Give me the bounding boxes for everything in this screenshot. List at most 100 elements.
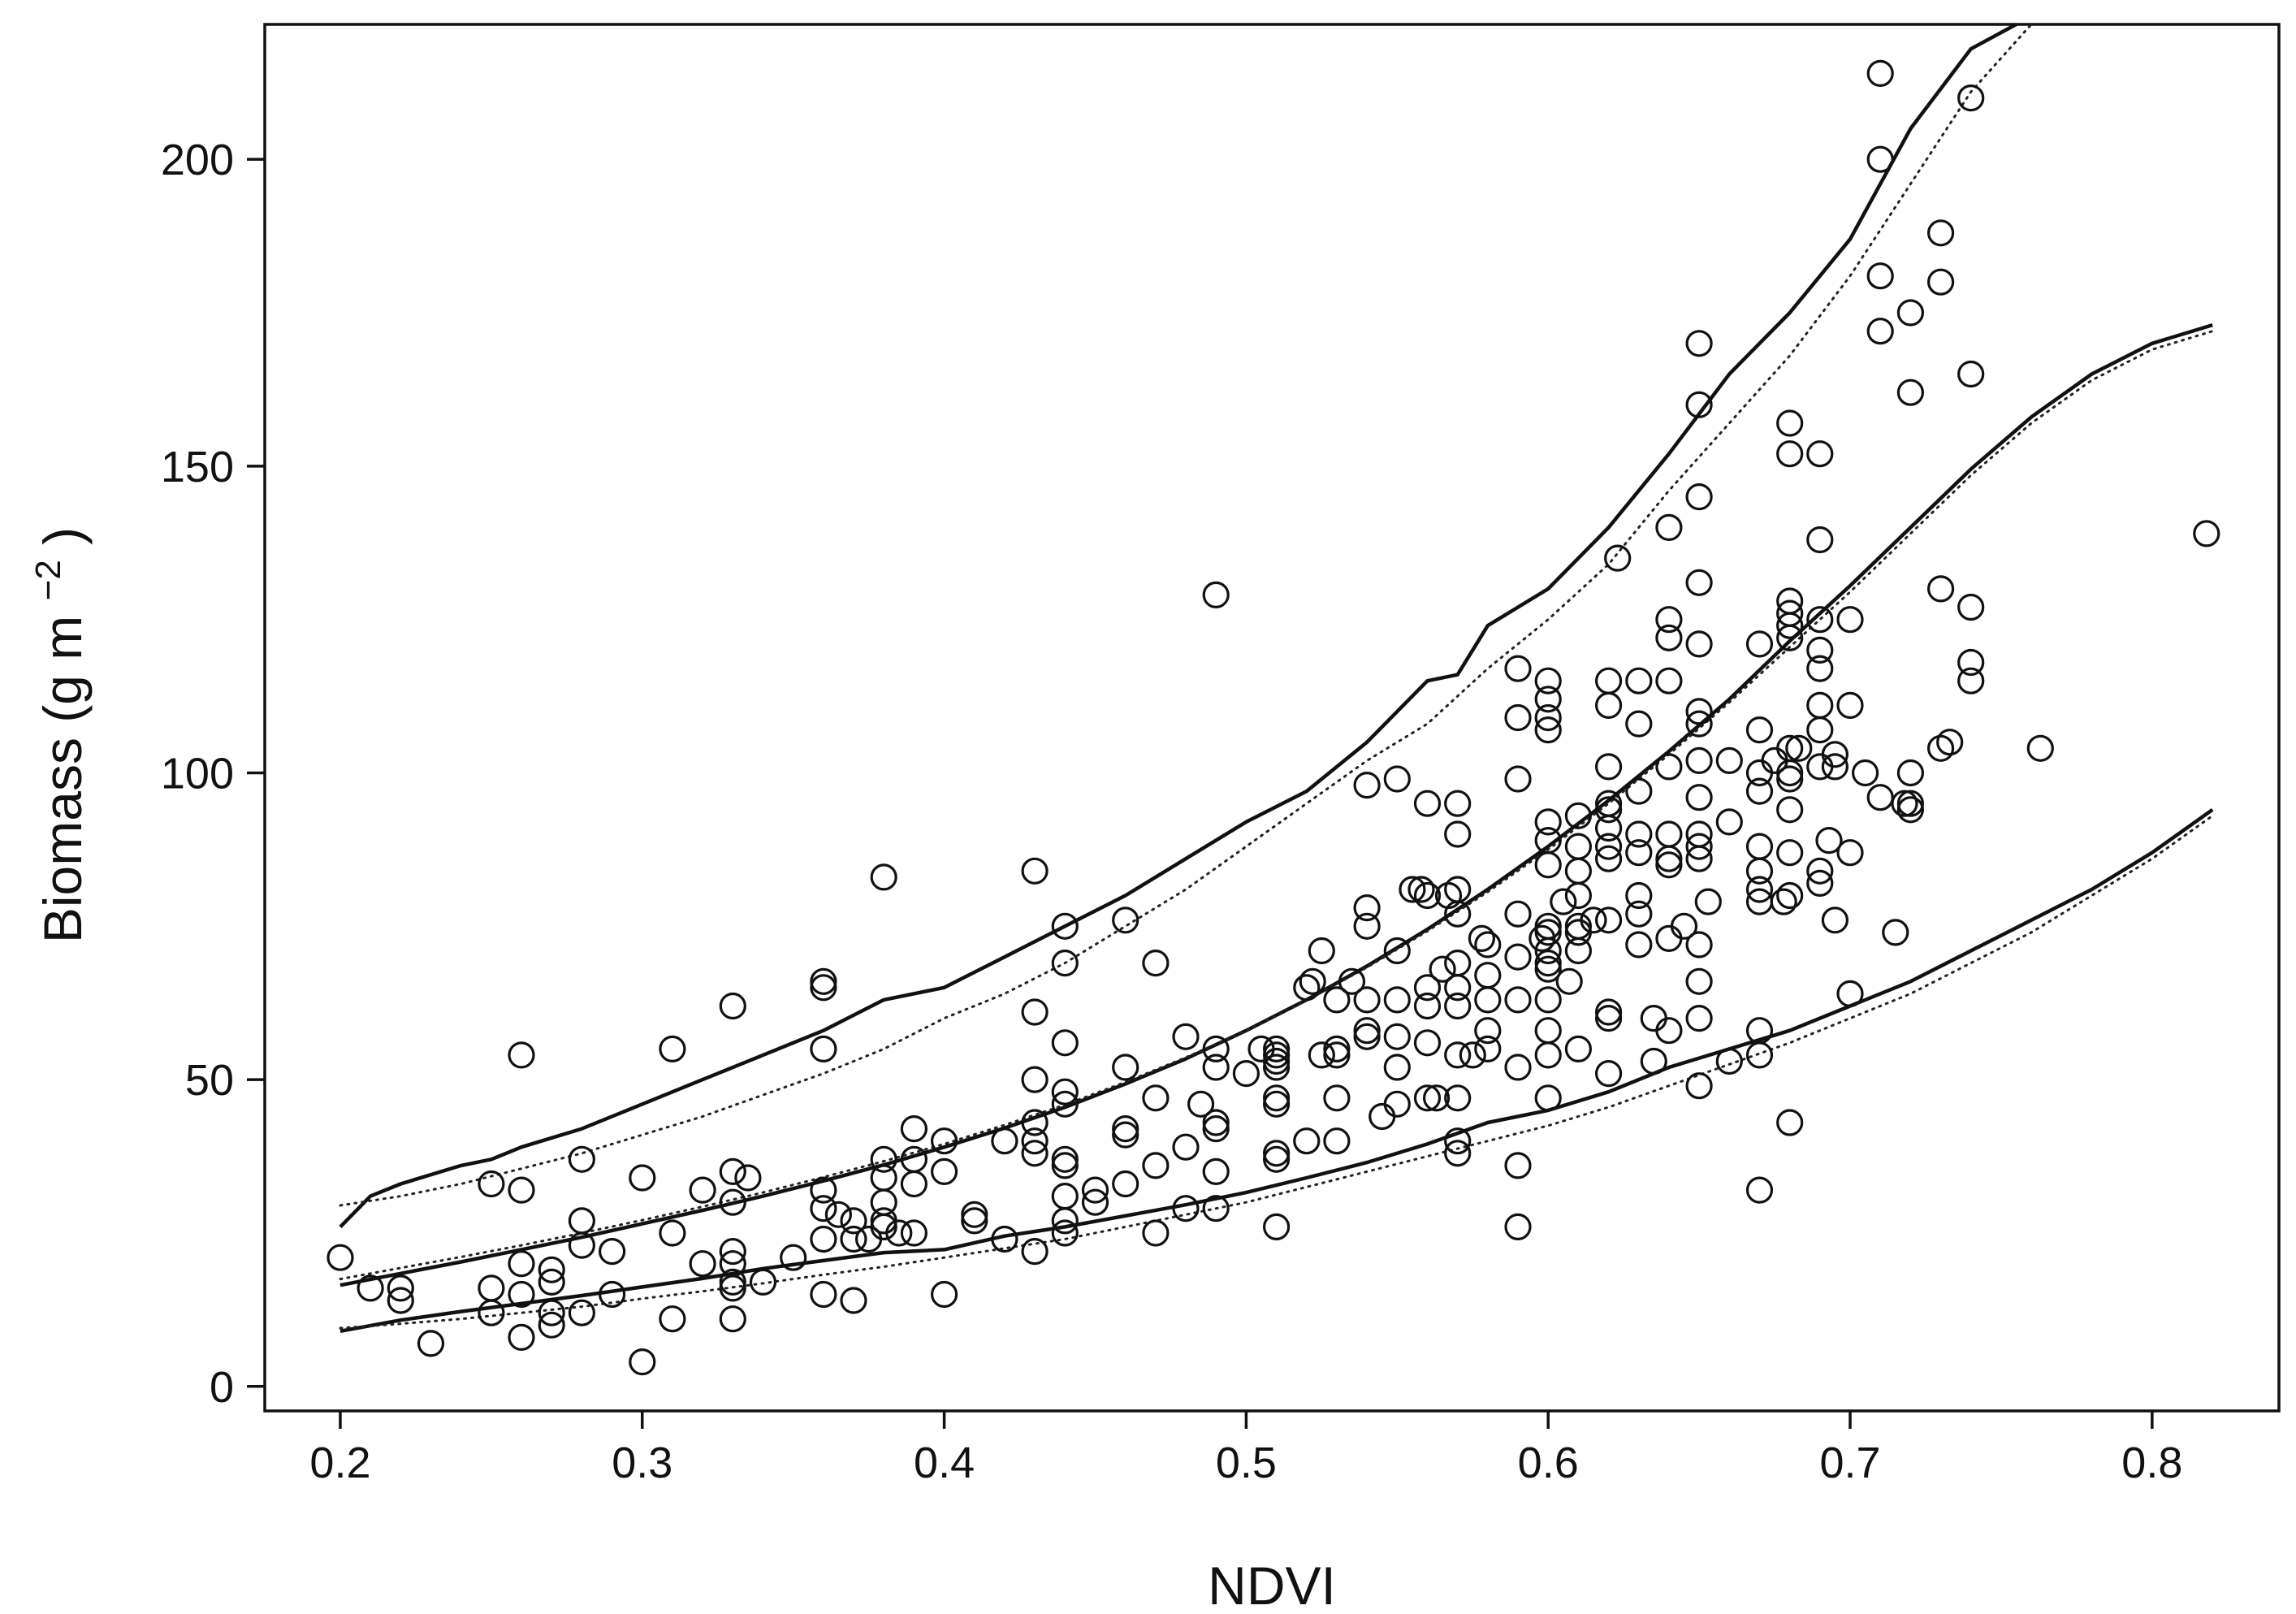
data-point bbox=[1655, 753, 1683, 781]
data-point bbox=[1202, 1157, 1230, 1186]
data-point bbox=[885, 1219, 913, 1247]
data-point bbox=[629, 1164, 656, 1192]
data-point bbox=[1308, 1041, 1335, 1069]
data-point bbox=[1625, 839, 1653, 867]
data-point bbox=[1821, 753, 1848, 781]
data-point bbox=[719, 1157, 746, 1186]
data-point bbox=[1957, 593, 1985, 621]
data-point bbox=[1529, 924, 1556, 953]
data-point bbox=[1051, 949, 1079, 977]
data-point bbox=[1806, 716, 1834, 744]
y-tick-labels: 0 50 100 150 200 bbox=[161, 136, 234, 1412]
data-point bbox=[1051, 1029, 1079, 1057]
data-point bbox=[1957, 360, 1985, 388]
data-point bbox=[1021, 1109, 1049, 1136]
data-point bbox=[1534, 955, 1562, 983]
data-point bbox=[810, 967, 837, 995]
data-point bbox=[1806, 753, 1834, 781]
data-point bbox=[1655, 924, 1683, 953]
data-point bbox=[1866, 262, 1894, 290]
data-point bbox=[1806, 440, 1834, 468]
data-point bbox=[1685, 330, 1713, 357]
data-point bbox=[719, 1250, 746, 1278]
data-point bbox=[1625, 777, 1653, 805]
data-point bbox=[870, 1145, 897, 1173]
data-point bbox=[508, 1176, 535, 1204]
data-point bbox=[1776, 839, 1804, 867]
data-point bbox=[719, 1305, 746, 1333]
data-point bbox=[1806, 636, 1834, 664]
data-point bbox=[1745, 777, 1774, 805]
data-point bbox=[1815, 826, 1843, 855]
data-point bbox=[1896, 759, 1924, 787]
data-point bbox=[538, 1256, 565, 1283]
data-point bbox=[568, 1145, 596, 1173]
data-point bbox=[870, 1164, 897, 1192]
data-point bbox=[1785, 734, 1813, 762]
data-point bbox=[1745, 1041, 1774, 1069]
data-point bbox=[1444, 974, 1472, 1002]
data-point bbox=[1051, 1145, 1079, 1173]
data-point bbox=[1353, 771, 1381, 799]
data-point bbox=[1745, 716, 1774, 744]
data-point bbox=[1534, 667, 1562, 694]
data-point bbox=[1836, 980, 1864, 1008]
data-point bbox=[1444, 1041, 1472, 1069]
data-point bbox=[810, 974, 837, 1002]
data-point bbox=[1594, 691, 1623, 720]
data-point bbox=[1866, 145, 1894, 173]
data-point bbox=[1896, 299, 1924, 327]
data-point bbox=[1293, 1127, 1321, 1155]
data-point bbox=[810, 1176, 837, 1204]
data-point bbox=[824, 1201, 853, 1228]
x-axis-title: NDVI bbox=[1208, 1556, 1336, 1614]
data-point bbox=[1504, 1213, 1532, 1241]
data-point bbox=[1776, 796, 1804, 824]
data-point bbox=[1594, 998, 1623, 1026]
data-point bbox=[719, 1237, 746, 1266]
data-point bbox=[1745, 1017, 1774, 1045]
data-point bbox=[1534, 949, 1562, 977]
data-point bbox=[1670, 912, 1698, 940]
data-point bbox=[1232, 1059, 1260, 1088]
data-point bbox=[1685, 967, 1713, 995]
data-point bbox=[1353, 894, 1381, 922]
data-point bbox=[659, 1035, 686, 1063]
x-tick-label: 0.6 bbox=[1518, 1439, 1579, 1487]
data-point bbox=[1021, 857, 1049, 885]
data-point bbox=[1745, 1176, 1774, 1204]
data-point bbox=[1882, 919, 1909, 946]
data-point bbox=[1444, 992, 1472, 1020]
data-point bbox=[1504, 900, 1532, 928]
x-tick-label: 0.7 bbox=[1819, 1439, 1880, 1487]
data-point bbox=[1640, 1004, 1667, 1032]
data-point bbox=[1564, 802, 1593, 829]
data-point bbox=[1353, 1017, 1381, 1045]
data-point bbox=[1640, 1047, 1667, 1075]
data-point bbox=[1112, 907, 1139, 934]
x-tick-label: 0.2 bbox=[309, 1439, 370, 1487]
data-point bbox=[1594, 796, 1623, 824]
data-point bbox=[810, 1280, 837, 1309]
data-point bbox=[1353, 986, 1381, 1014]
data-point bbox=[1896, 790, 1924, 817]
data-point bbox=[1534, 703, 1562, 732]
data-point bbox=[1685, 820, 1713, 848]
data-point bbox=[1594, 845, 1623, 872]
data-point bbox=[719, 1188, 746, 1216]
data-point bbox=[1655, 851, 1683, 879]
data-point bbox=[1685, 931, 1713, 958]
data-point bbox=[598, 1237, 626, 1266]
data-point bbox=[1806, 606, 1834, 634]
data-point bbox=[1745, 630, 1774, 658]
data-point bbox=[357, 1274, 384, 1302]
data-point bbox=[1051, 1219, 1079, 1247]
data-point bbox=[568, 1207, 596, 1235]
data-point bbox=[1685, 833, 1713, 860]
data-point bbox=[1468, 924, 1496, 953]
y-tick-label: 200 bbox=[161, 136, 234, 184]
data-point bbox=[1534, 986, 1562, 1014]
data-point bbox=[1534, 826, 1562, 855]
data-point bbox=[1770, 888, 1797, 915]
